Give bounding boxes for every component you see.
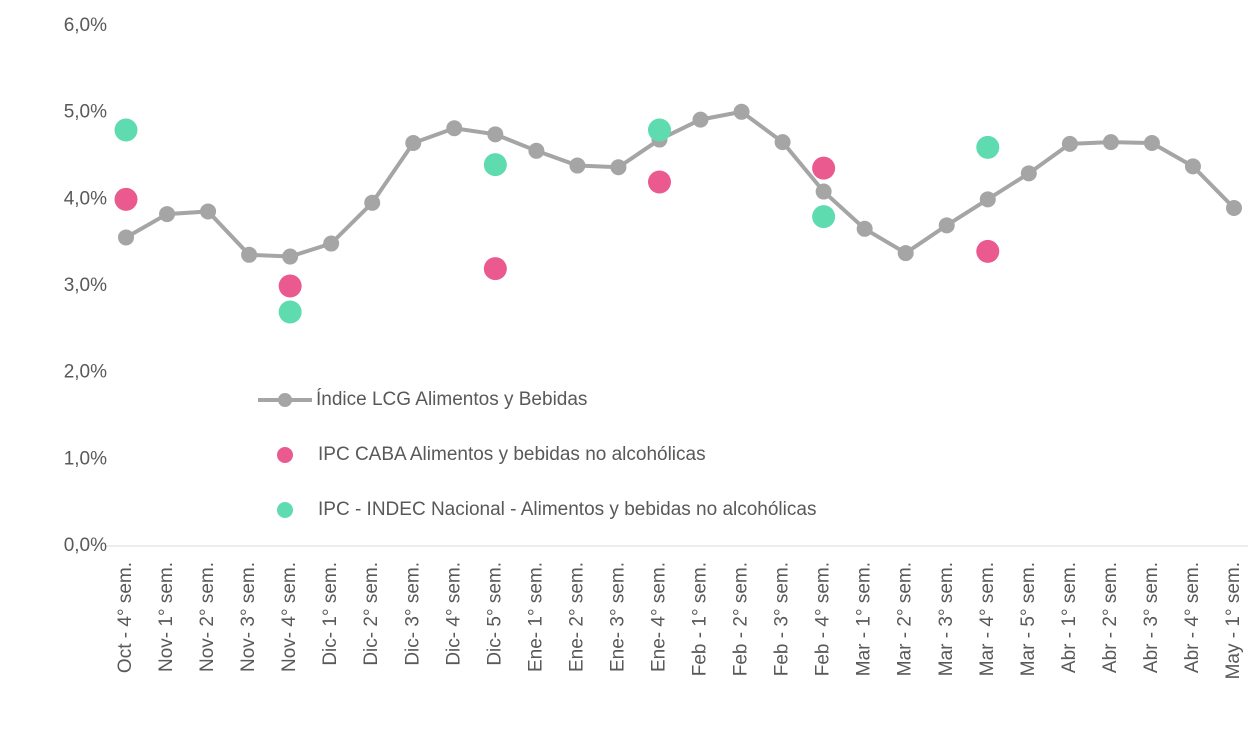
x-tick-label: Abr - 2° sem. (1100, 562, 1121, 673)
x-tick-label: Feb - 3° sem. (772, 562, 793, 676)
line-point (487, 126, 504, 143)
line-point (1102, 134, 1119, 151)
scatter-point (976, 239, 1000, 263)
line-point (1061, 135, 1078, 152)
x-tick-label: Abr - 3° sem. (1141, 562, 1162, 673)
scatter-point (976, 135, 1000, 159)
scatter-point (647, 170, 671, 194)
x-tick-label: Ene- 1° sem. (525, 562, 546, 672)
line-point (938, 217, 955, 234)
legend-marker (278, 393, 292, 407)
x-tick-label: Nov- 1° sem. (156, 562, 177, 672)
x-tick-label: Mar - 3° sem. (936, 562, 957, 676)
line-point (323, 235, 340, 252)
line-point (241, 246, 258, 263)
x-tick-label: May - 1° sem. (1223, 562, 1244, 679)
line-point (446, 120, 463, 137)
y-tick-label: 1,0% (64, 448, 107, 469)
scatter-point (812, 205, 836, 229)
x-tick-label: Ene- 2° sem. (566, 562, 587, 672)
x-tick-label: Oct - 4° sem. (115, 562, 136, 673)
line-point (1020, 165, 1037, 182)
y-tick-label: 2,0% (64, 362, 107, 383)
x-tick-label: Dic- 3° sem. (402, 562, 423, 666)
x-tick-label: Dic- 4° sem. (443, 562, 464, 666)
scatter-point (278, 274, 302, 298)
line-point (118, 229, 134, 246)
line-point (733, 103, 750, 120)
x-tick-label: Feb - 1° sem. (690, 562, 711, 676)
scatter-point (812, 156, 836, 180)
line-point (692, 111, 709, 128)
x-tick-label: Ene- 3° sem. (607, 562, 628, 672)
x-tick-label: Feb - 4° sem. (813, 562, 834, 676)
line-point (897, 245, 914, 262)
line-point (979, 191, 996, 208)
x-tick-label: Abr - 4° sem. (1182, 562, 1203, 673)
x-tick-label: Nov- 2° sem. (197, 562, 218, 672)
y-tick-label: 3,0% (64, 275, 107, 296)
line-point (774, 134, 791, 151)
line-point (856, 220, 873, 237)
y-tick-label: 6,0% (64, 15, 107, 36)
scatter-point (647, 118, 671, 142)
x-tick-label: Nov- 4° sem. (279, 562, 300, 672)
y-tick-label: 4,0% (64, 188, 107, 209)
x-tick-label: Dic- 5° sem. (484, 562, 505, 666)
x-tick-label: Abr - 1° sem. (1059, 562, 1080, 673)
scatter-point (114, 118, 138, 142)
line-point (610, 159, 627, 176)
scatter-point (114, 187, 138, 211)
y-tick-label: 0,0% (64, 535, 107, 556)
line-point (1184, 158, 1201, 175)
x-tick-label: Ene- 4° sem. (648, 562, 669, 672)
x-tick-label: Dic- 2° sem. (361, 562, 382, 666)
line-point (405, 135, 422, 151)
scatter-point (483, 153, 507, 177)
line-point (569, 157, 586, 174)
line-point (282, 248, 299, 265)
series-line (125, 109, 1236, 259)
y-tick-label: 5,0% (64, 102, 107, 123)
legend-marker (277, 447, 293, 463)
x-tick-label: Mar - 4° sem. (977, 562, 998, 676)
line-point (159, 206, 176, 223)
line-point (200, 203, 217, 220)
line-point (815, 183, 832, 200)
legend-marker (277, 502, 293, 518)
line-point (364, 194, 381, 211)
scatter-point (278, 300, 302, 324)
x-tick-label: Mar - 1° sem. (854, 562, 875, 676)
x-tick-label: Mar - 2° sem. (895, 562, 916, 676)
legend-label: Índice LCG Alimentos y Bebidas (316, 389, 587, 410)
scatter-point (483, 257, 507, 281)
legend-label: IPC CABA Alimentos y bebidas no alcohóli… (318, 444, 706, 465)
x-tick-label: Dic- 1° sem. (320, 562, 341, 666)
x-tick-label: Mar - 5° sem. (1018, 562, 1039, 676)
legend-label: IPC - INDEC Nacional - Alimentos y bebid… (318, 499, 816, 520)
line-point (1143, 135, 1160, 151)
line-point (1226, 200, 1242, 216)
x-tick-label: Feb - 2° sem. (731, 562, 752, 676)
x-tick-label: Nov- 3° sem. (238, 562, 259, 672)
line-point (528, 142, 545, 159)
